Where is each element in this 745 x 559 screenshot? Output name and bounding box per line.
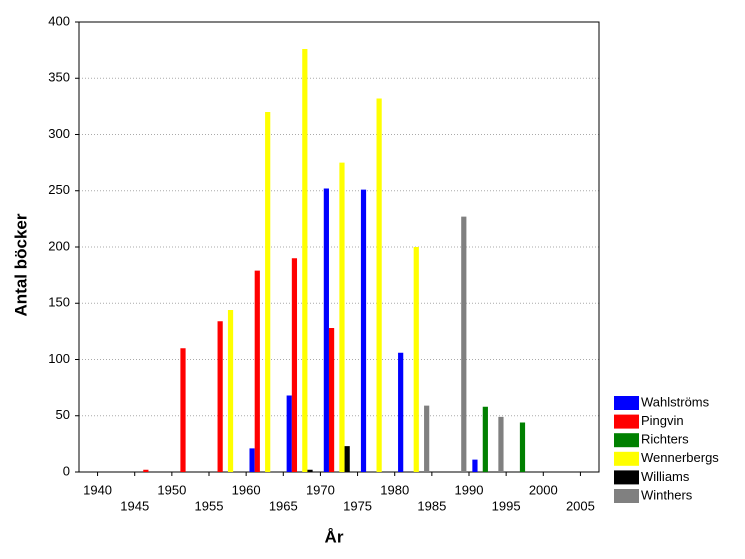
y-axis-label: Antal böcker (11, 213, 30, 316)
legend-swatch (614, 433, 639, 448)
bar (291, 258, 298, 472)
bar (472, 459, 478, 472)
bar (413, 247, 419, 472)
legend-label: Pingvin (641, 413, 684, 428)
bar (498, 416, 504, 472)
y-tick-label: 0 (63, 463, 70, 478)
bar (265, 112, 271, 472)
x-tick-label: 1990 (455, 482, 484, 497)
bar (344, 446, 350, 472)
x-tick-label: 1940 (83, 482, 112, 497)
x-tick-label: 1955 (195, 498, 224, 513)
bar (249, 448, 255, 472)
legend-label: Winthers (641, 487, 693, 502)
x-tick-label: 1980 (380, 482, 409, 497)
bar (217, 321, 223, 472)
bar (339, 162, 345, 472)
y-tick-label: 150 (48, 295, 70, 310)
bar (302, 49, 308, 472)
bar (286, 395, 292, 472)
plot-frame (78, 21, 600, 473)
legend-label: Wennerbergs (641, 450, 719, 465)
bar (254, 270, 260, 472)
bar (143, 469, 149, 472)
bar (323, 188, 329, 472)
x-tick-label: 1950 (157, 482, 186, 497)
bar (461, 216, 467, 472)
bar (180, 348, 186, 472)
x-tick-label: 2005 (566, 498, 595, 513)
bar (376, 98, 382, 472)
y-tick-label: 400 (48, 13, 70, 28)
x-tick-label: 1975 (343, 498, 372, 513)
y-tick-label: 200 (48, 238, 70, 253)
bar (328, 328, 335, 472)
legend-label: Williams (641, 469, 690, 484)
x-tick-label: 1985 (417, 498, 446, 513)
y-tick-label: 300 (48, 126, 70, 141)
legend-swatch (614, 451, 639, 466)
legend-swatch (614, 396, 639, 410)
x-tick-label: 1965 (269, 498, 298, 513)
bar (519, 422, 526, 472)
x-tick-label: 1960 (232, 482, 261, 497)
y-tick-label: 250 (48, 182, 70, 197)
legend-label: Wahlströms (641, 394, 710, 409)
y-tick-label: 100 (48, 351, 70, 366)
bar (307, 469, 313, 472)
bar (227, 310, 234, 472)
x-axis-label: År (325, 527, 344, 546)
x-tick-label: 1970 (306, 482, 335, 497)
x-tick-label: 2000 (529, 482, 558, 497)
bar (360, 189, 367, 472)
x-tick-label: 1995 (492, 498, 521, 513)
legend-swatch (614, 470, 639, 485)
bar (424, 405, 430, 472)
bar (482, 406, 488, 472)
legend-swatch (614, 489, 639, 503)
y-tick-label: 50 (56, 407, 70, 422)
bar (398, 352, 404, 472)
legend-label: Richters (641, 432, 689, 447)
x-tick-label: 1945 (120, 498, 149, 513)
y-tick-label: 350 (48, 70, 70, 85)
legend-swatch (614, 414, 639, 429)
